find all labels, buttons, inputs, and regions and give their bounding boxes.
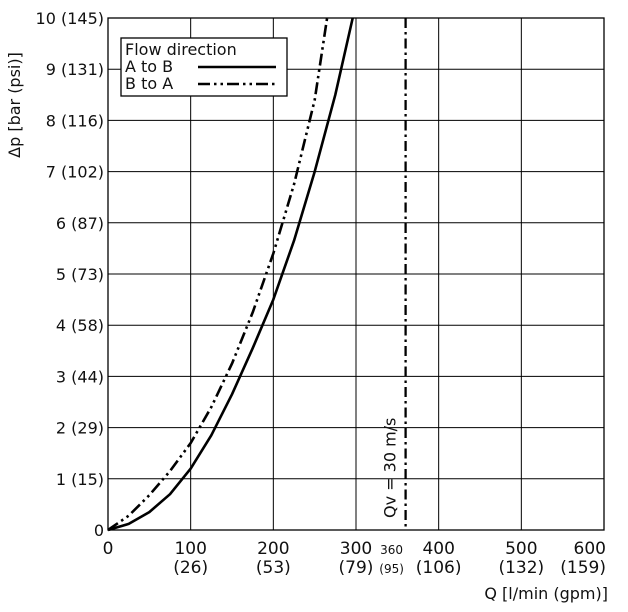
x-tick-label: 600: [574, 539, 606, 559]
y-tick-label: 8 (116): [46, 111, 104, 130]
x-tick-label: 400: [422, 539, 454, 559]
series-line: [107, 17, 329, 532]
y-tick-label: 0: [94, 521, 104, 540]
x-tick-label: 500: [505, 539, 537, 559]
x-tick-label: 200: [257, 539, 289, 559]
x-tick-sublabel: (159): [560, 558, 606, 578]
x-tick-label: 0: [103, 539, 114, 559]
x-tick-sublabel: (53): [256, 558, 291, 578]
legend-entry-label: A to B: [125, 57, 173, 76]
y-tick-label: 2 (29): [56, 419, 104, 438]
x-tick-sublabel: (79): [339, 558, 374, 578]
plot-frame: [107, 17, 605, 531]
y-tick-label: 6 (87): [56, 214, 104, 233]
x-axis-label: Q [l/min (gpm)]: [484, 584, 608, 603]
velocity-limit-tick-sublabel: (95): [379, 562, 404, 576]
legend-layer: Flow direction A to BB to A: [120, 37, 288, 97]
y-tick-label: 5 (73): [56, 265, 104, 284]
y-tick-label: 4 (58): [56, 316, 104, 335]
x-tick-sublabel: (106): [416, 558, 462, 578]
grid-layer: [108, 18, 604, 530]
x-tick-sublabel: (26): [173, 558, 208, 578]
x-tick-label: 100: [174, 539, 206, 559]
y-tick-label: 1 (15): [56, 470, 104, 489]
axis-layer: 0 1 (15) 2 (29) 3 (44) 4 (58) 5 (73) 6 (87) 7 (…: [36, 9, 606, 578]
y-tick-label: 3 (44): [56, 367, 104, 386]
y-tick-label: 9 (131): [46, 60, 104, 79]
y-tick-label: 10 (145): [36, 9, 104, 28]
annotation-layer: Qv = 30 m/s 360 (95): [379, 18, 407, 576]
y-axis-label: Δp [bar (psi)]: [5, 52, 24, 158]
x-tick-sublabel: (132): [498, 558, 544, 578]
series-line: [107, 17, 354, 532]
x-tick-label: 300: [340, 539, 372, 559]
series-layer: [107, 17, 354, 532]
velocity-limit-tick-label: 360: [380, 543, 403, 557]
y-tick-label: 7 (102): [46, 163, 104, 182]
legend-title: Flow direction: [125, 40, 237, 59]
velocity-limit-label: Qv = 30 m/s: [381, 418, 400, 518]
legend-entry-label: B to A: [125, 74, 173, 93]
